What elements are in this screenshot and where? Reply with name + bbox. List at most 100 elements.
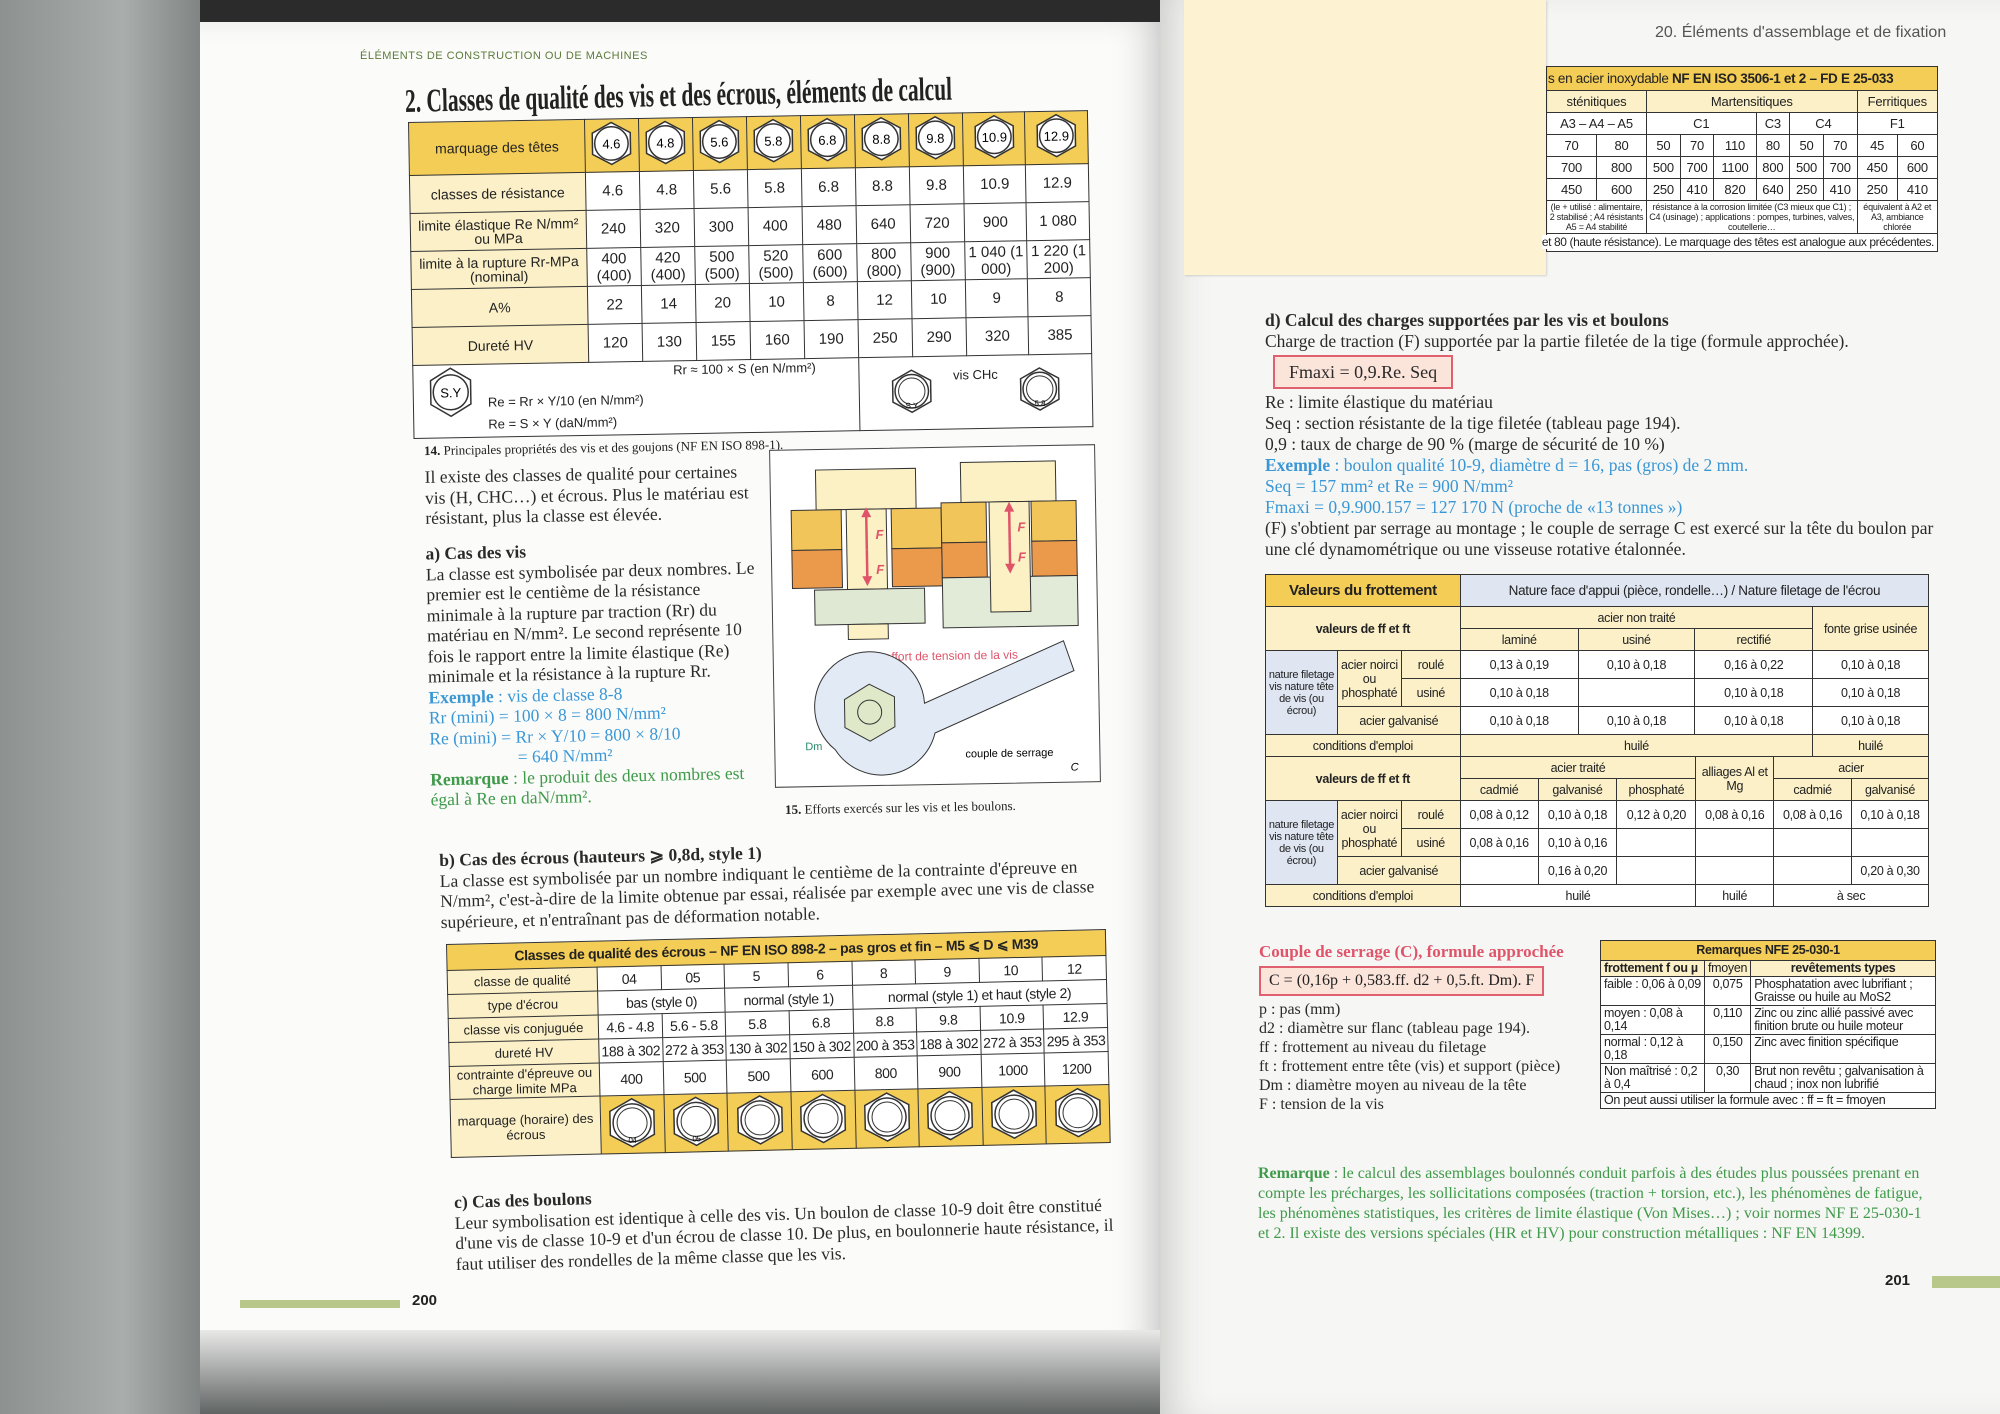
- table-cell: normal (style 1): [724, 985, 853, 1013]
- table-cell: 5.8: [725, 1010, 790, 1037]
- friction-value: 0,16 à 0,22: [1694, 650, 1814, 679]
- table-cell: 22: [587, 285, 643, 325]
- remark-label: Remarque: [429, 767, 509, 789]
- table-cell: 0,075: [1703, 976, 1752, 1006]
- hex-head-icon: 4.6: [591, 121, 632, 166]
- table-cell: 320: [965, 316, 1030, 356]
- table-part: valeurs de ff et ft acier non traité fon…: [1265, 606, 1929, 651]
- formula: Rr ≈ 100 × S (en N/mm²): [673, 359, 816, 378]
- table-cell: 385: [1028, 315, 1092, 355]
- hex-head-label: 10.9: [981, 130, 1007, 145]
- definition: p : pas (mm): [1259, 1001, 1341, 1018]
- hex-head-icon: [927, 1090, 974, 1141]
- page-accent-bar: [240, 1300, 400, 1308]
- table-cell: 50: [1789, 134, 1824, 157]
- table-cell: cadmié: [1459, 778, 1539, 801]
- hex-head-icon: 5.8: [753, 118, 794, 163]
- nut-marking-cell: 04: [599, 1094, 665, 1155]
- friction-value: 0,10 à 0,18: [1694, 678, 1814, 707]
- hex-head-label: 6.8: [819, 133, 837, 148]
- table-cell: 1 040 (1 000): [964, 240, 1028, 280]
- friction-value: 0,08 à 0,12: [1459, 800, 1539, 829]
- hex-head-label: 04: [629, 1136, 638, 1145]
- table-cell: roulé: [1400, 800, 1461, 829]
- table-cell: 450: [1856, 156, 1898, 179]
- figure-15: F F F F F = effort de tension de la vis …: [769, 444, 1101, 788]
- friction-value: [1616, 856, 1697, 885]
- table-part: frottement f ou µ fmoyen revêtements typ…: [1600, 960, 1936, 977]
- remarks-title: Remarques NFE 25-030-1: [1600, 940, 1936, 961]
- table-cell: 450: [1546, 178, 1597, 201]
- remarks-footer: On peut aussi utiliser la formule avec :…: [1600, 1092, 1936, 1109]
- table-part: On peut aussi utiliser la formule avec :…: [1600, 1092, 1936, 1109]
- friction-value: 0,10 à 0,18: [1812, 678, 1929, 707]
- friction-value: [1459, 856, 1539, 885]
- stainless-table: s en acier inoxydable NF EN ISO 3506-1 e…: [1541, 66, 1939, 252]
- hex-head-label: 4.8: [657, 135, 675, 150]
- table-part: Valeurs du frottement Nature face d'appu…: [1265, 574, 1930, 757]
- nut-marking-cell: [790, 1090, 856, 1150]
- row-label: Dureté HV: [412, 324, 589, 366]
- friction-value: 0,08 à 0,16: [1773, 800, 1853, 829]
- table-part: Classes de qualité des écrous – NF EN IS…: [446, 929, 1111, 1158]
- head-marking-cell: 6.8: [800, 114, 856, 169]
- table-part: valeurs de ff et ft acier traité alliage…: [1265, 756, 1929, 801]
- nut-marking-cell: [854, 1088, 920, 1149]
- table-cell: 720: [909, 203, 965, 243]
- table-cell: 8.8: [855, 166, 910, 206]
- table-cell: Non maîtrisé : 0,2 à 0,4: [1600, 1063, 1705, 1093]
- table-cell: 6: [787, 961, 853, 987]
- table-cell: 150 à 302: [789, 1033, 854, 1059]
- table-cell: cadmié: [1773, 778, 1853, 801]
- hex-head-label: S.Y: [905, 401, 919, 410]
- table-cell: 4.8: [639, 170, 694, 210]
- table-part: valeurs de ff et ft acier traité alliage…: [1265, 756, 1929, 907]
- table-cell: 400: [747, 206, 803, 246]
- hex-head-icon: 12.9: [1036, 113, 1077, 158]
- table-cell: Brut non revêtu ; galvanisation à chaud …: [1750, 1063, 1936, 1093]
- hex-head-label: 12.9: [1044, 128, 1070, 143]
- table-cell: 420 (400): [640, 246, 696, 286]
- load-formula-box: Fmaxi = 0,9.Re. Seq: [1273, 355, 1454, 389]
- table-cell: faible : 0,06 à 0,09: [1600, 976, 1705, 1006]
- table-part: Remarques NFE 25-030-1: [1600, 940, 1936, 961]
- chc-label: vis CHc: [952, 366, 998, 383]
- table-part: Valeurs du frottement Nature face d'appu…: [1265, 574, 1930, 757]
- friction-value: [1695, 828, 1775, 857]
- group-header: Martensitiques: [1646, 90, 1858, 113]
- table-cell: 130: [642, 322, 697, 362]
- table-cell: 9: [965, 278, 1029, 318]
- couple-formula-box: C = (0,16p + 0,583.ff. d2 + 0,5.ft. Dm).…: [1259, 966, 1545, 996]
- force-label: F: [1018, 549, 1027, 564]
- hex-head-icon: [736, 1095, 783, 1145]
- table-cell: 155: [695, 321, 751, 361]
- bolt-diagram: F F F F F = effort de tension de la vis …: [790, 460, 1079, 776]
- table-cell: 800: [853, 1055, 919, 1091]
- page-accent-bar: [1932, 1276, 2000, 1288]
- hex-head-icon: 05: [673, 1096, 720, 1147]
- table-part: 700 800 500 700 1100 800 500 700 450 600: [1546, 156, 1939, 179]
- table-cell: 5.6 - 5.8: [661, 1012, 726, 1038]
- table-cell: 600: [790, 1057, 855, 1092]
- table-cell: 8: [803, 281, 858, 321]
- section-b: b) Cas des écrous (hauteurs ⩾ 0,8d, styl…: [439, 835, 1106, 932]
- table-cell: 600: [1595, 178, 1648, 201]
- nut-classes-table: Classes de qualité des écrous – NF EN IS…: [446, 929, 1111, 1158]
- table-cell: Zinc ou zinc allié passivé avec finition…: [1750, 1005, 1936, 1035]
- table-part: Remarques NFE 25-030-1 frottement f ou µ…: [1600, 940, 1936, 977]
- table-cell: huilé: [1695, 884, 1775, 907]
- table-cell: 1200: [1044, 1051, 1109, 1086]
- table-cell: 800 (800): [856, 242, 912, 282]
- note: (le + utilisé : alimentaire, 2 stabilisé…: [1545, 200, 1648, 234]
- example-text: : vis de classe 8-8: [497, 682, 623, 706]
- force-label: F: [1017, 519, 1026, 534]
- table-part: acier galvanisé 0,16 à 0,20 0,20 à 0,30: [1266, 856, 1929, 885]
- table-cell: 14: [641, 284, 696, 324]
- table-cell: 900: [917, 1054, 982, 1089]
- table-part: 450 600 250 410 820 640 250 410 250 410: [1546, 178, 1939, 201]
- table-cell: 900: [963, 202, 1028, 242]
- hex-head-label: S.Y: [440, 385, 462, 400]
- page-shadow: [200, 1330, 1160, 1414]
- table-cell: 520 (500): [748, 244, 804, 284]
- table-cell: 600 (600): [802, 243, 858, 283]
